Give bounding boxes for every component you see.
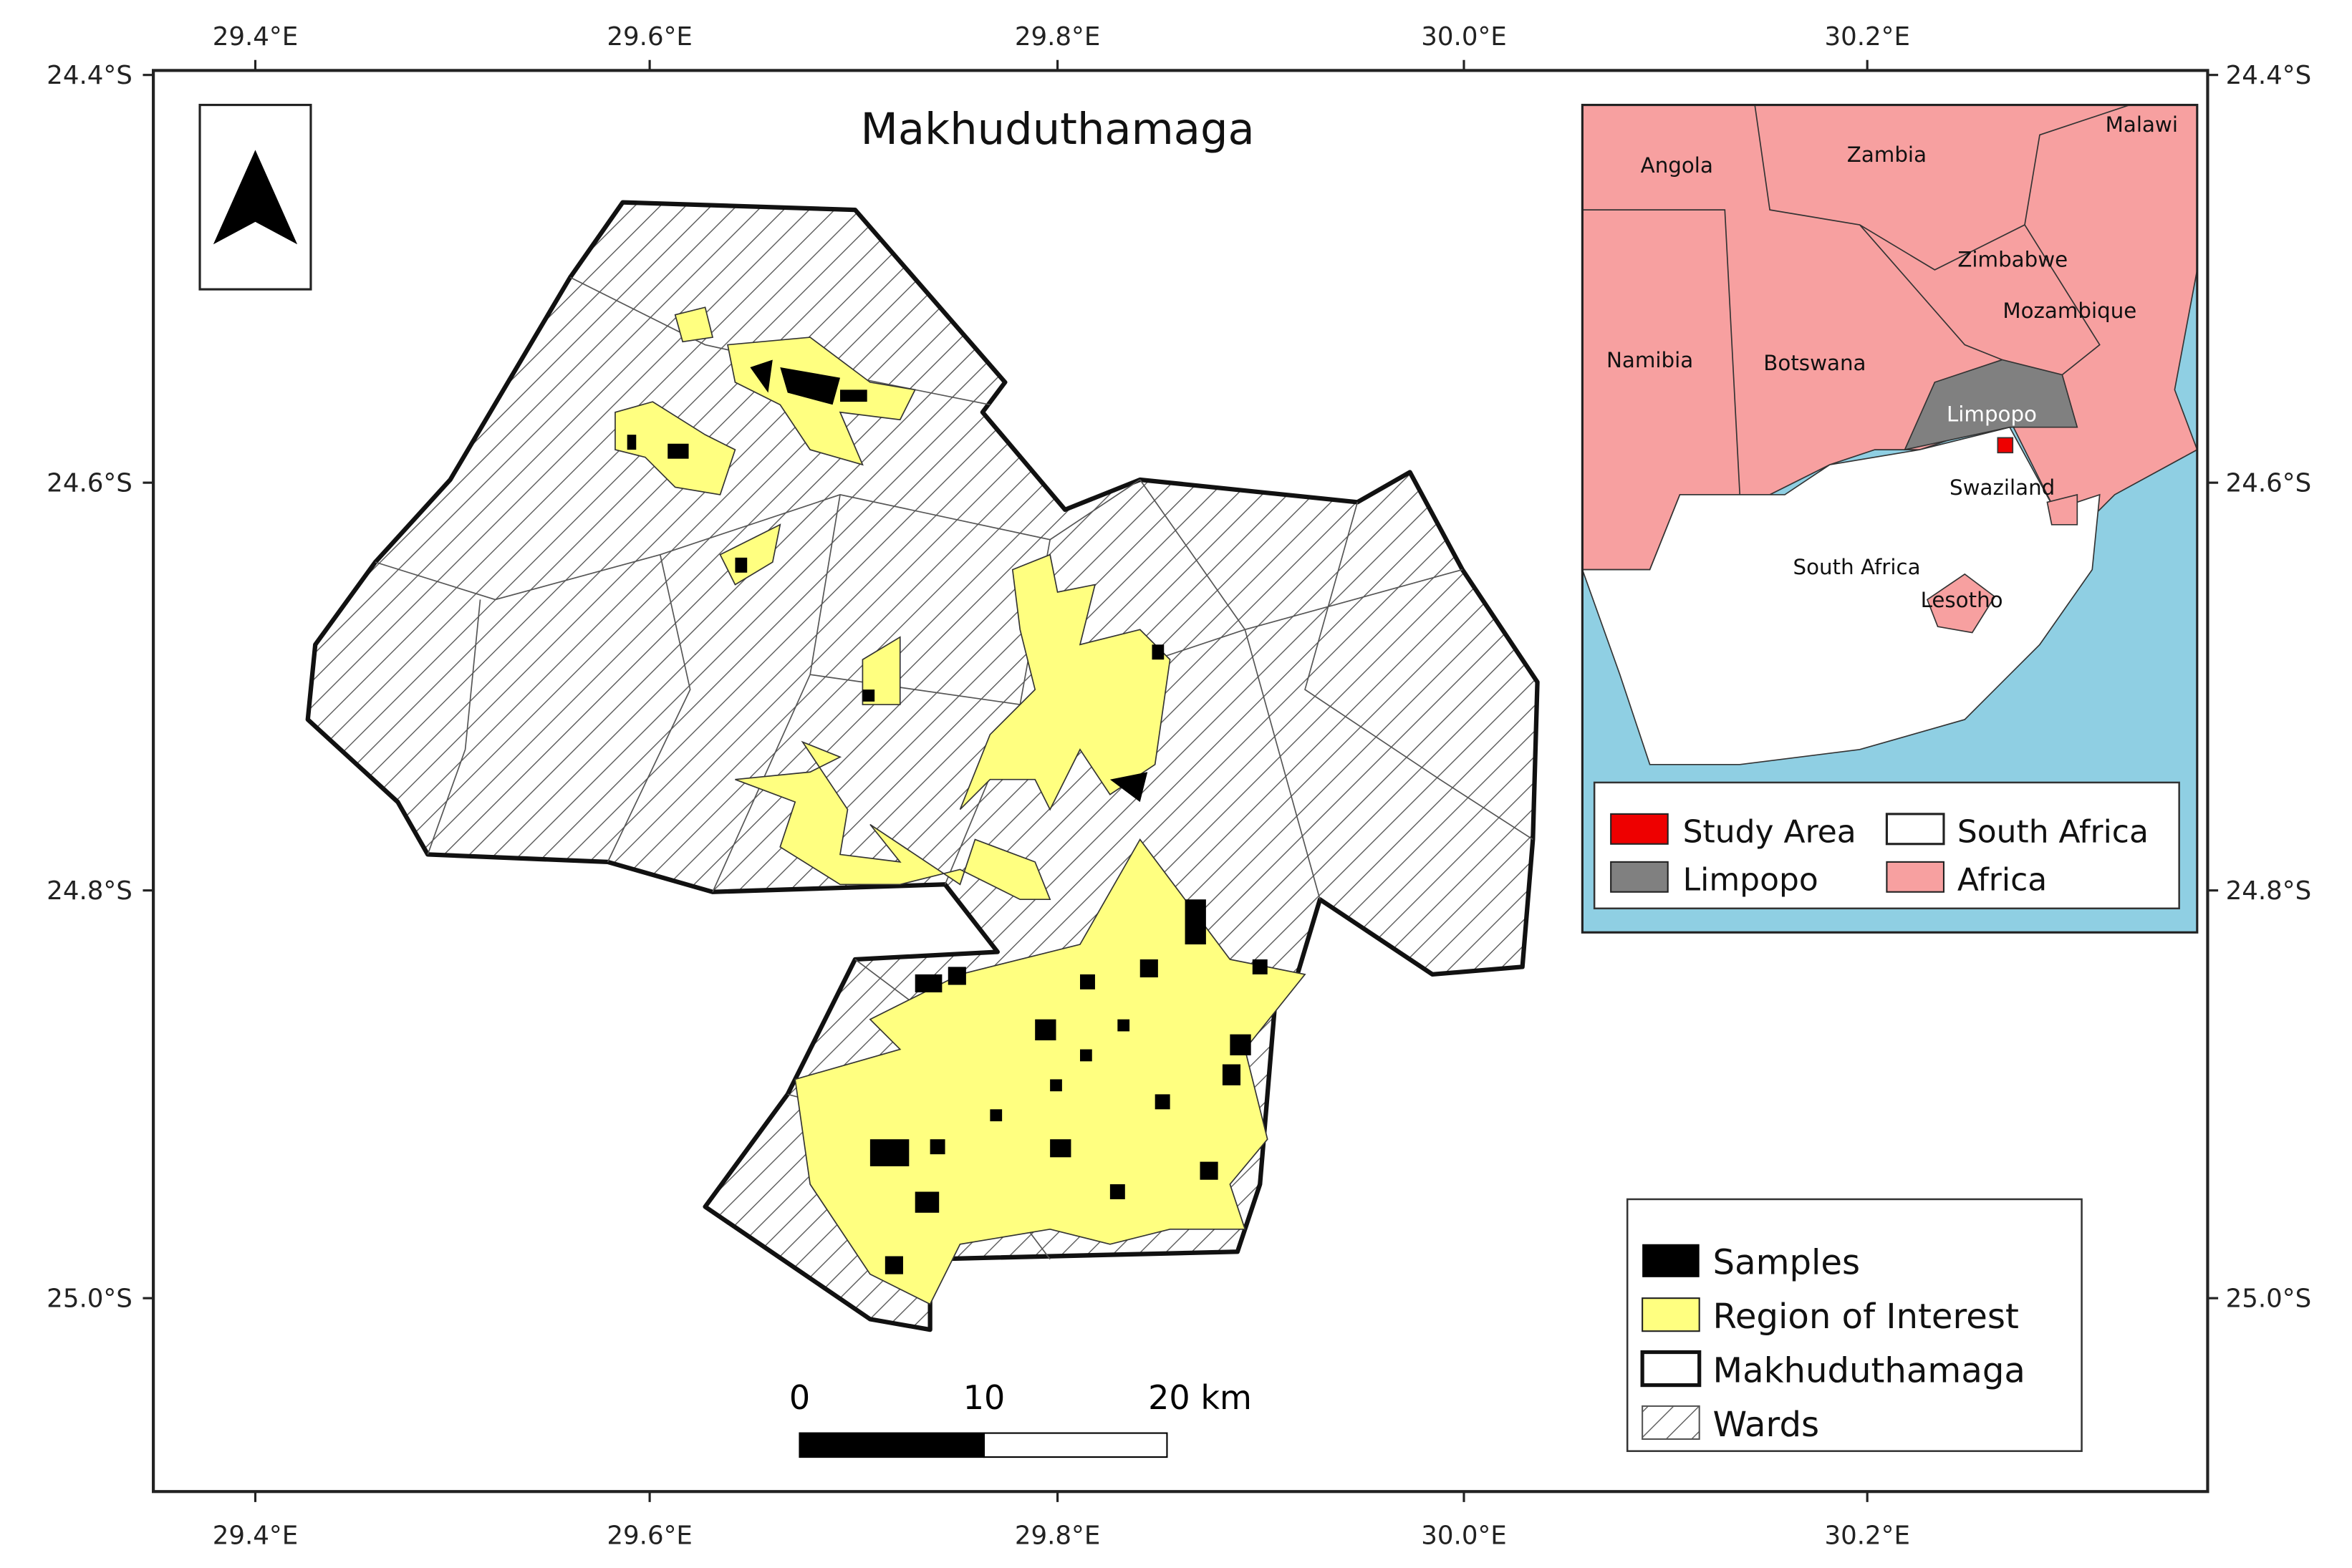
lat-label: 24.4°S <box>47 61 132 90</box>
country-label: South Africa <box>1793 555 1921 579</box>
country-label: Namibia <box>1606 348 1693 372</box>
scale-label: 10 <box>963 1378 1006 1417</box>
lat-label: 25.0°S <box>47 1284 132 1314</box>
country-label: Malawi <box>2106 112 2178 137</box>
lon-label: 29.4°E <box>213 1521 298 1551</box>
lat-label: 24.6°S <box>2226 469 2312 498</box>
country-label: Zimbabwe <box>1957 248 2068 272</box>
lon-label: 29.6°E <box>607 1521 693 1551</box>
legend-label: Africa <box>1957 862 2047 899</box>
lon-label: 29.8°E <box>1015 1521 1101 1551</box>
lon-label: 30.0°E <box>1421 22 1507 52</box>
ticks <box>143 59 2219 1502</box>
legend-label: Samples <box>1713 1243 1861 1283</box>
lat-label: 24.6°S <box>47 469 132 498</box>
lon-label: 29.4°E <box>213 22 298 52</box>
scale-label: 20 km <box>1148 1378 1252 1417</box>
legend-label: Makhuduthamaga <box>1713 1350 2025 1390</box>
lat-label: 24.4°S <box>2226 61 2312 90</box>
study-area <box>1997 437 2014 454</box>
country-label: Angola <box>1641 153 1713 178</box>
lat-label: 25.0°S <box>2226 1284 2312 1314</box>
legend-label: Region of Interest <box>1713 1297 2019 1337</box>
lat-label: 24.8°S <box>2226 876 2312 906</box>
lat-label: 24.8°S <box>47 876 132 906</box>
lon-label: 30.2°E <box>1824 1521 1910 1551</box>
legend: Samples Region of Interest Makhuduthamag… <box>1626 1198 2083 1452</box>
country-label: Botswana <box>1763 351 1866 375</box>
north-arrow <box>198 103 312 291</box>
country-label: Swaziland <box>1949 475 2055 500</box>
samples <box>627 359 1268 1274</box>
scale-bar: 0 10 20 km <box>789 1378 1252 1458</box>
inset-legend: Study Area South Africa Limpopo Africa <box>1593 781 2180 910</box>
country-label: Lesotho <box>1921 588 2003 612</box>
legend-label: Limpopo <box>1683 862 1818 899</box>
lon-label: 30.2°E <box>1824 22 1910 52</box>
scale-label: 0 <box>789 1378 810 1417</box>
legend-label: Wards <box>1713 1405 1820 1445</box>
country-label: Mozambique <box>2002 299 2136 323</box>
lon-label: 30.0°E <box>1421 1521 1507 1551</box>
country-label: Limpopo <box>1947 402 2037 426</box>
lon-label: 29.8°E <box>1015 22 1101 52</box>
lon-label: 29.6°E <box>607 22 693 52</box>
legend-label: South Africa <box>1957 814 2149 851</box>
country-label: Zambia <box>1847 142 1927 167</box>
legend-label: Study Area <box>1683 814 1856 851</box>
map-title: Makhuduthamaga <box>860 105 1254 155</box>
